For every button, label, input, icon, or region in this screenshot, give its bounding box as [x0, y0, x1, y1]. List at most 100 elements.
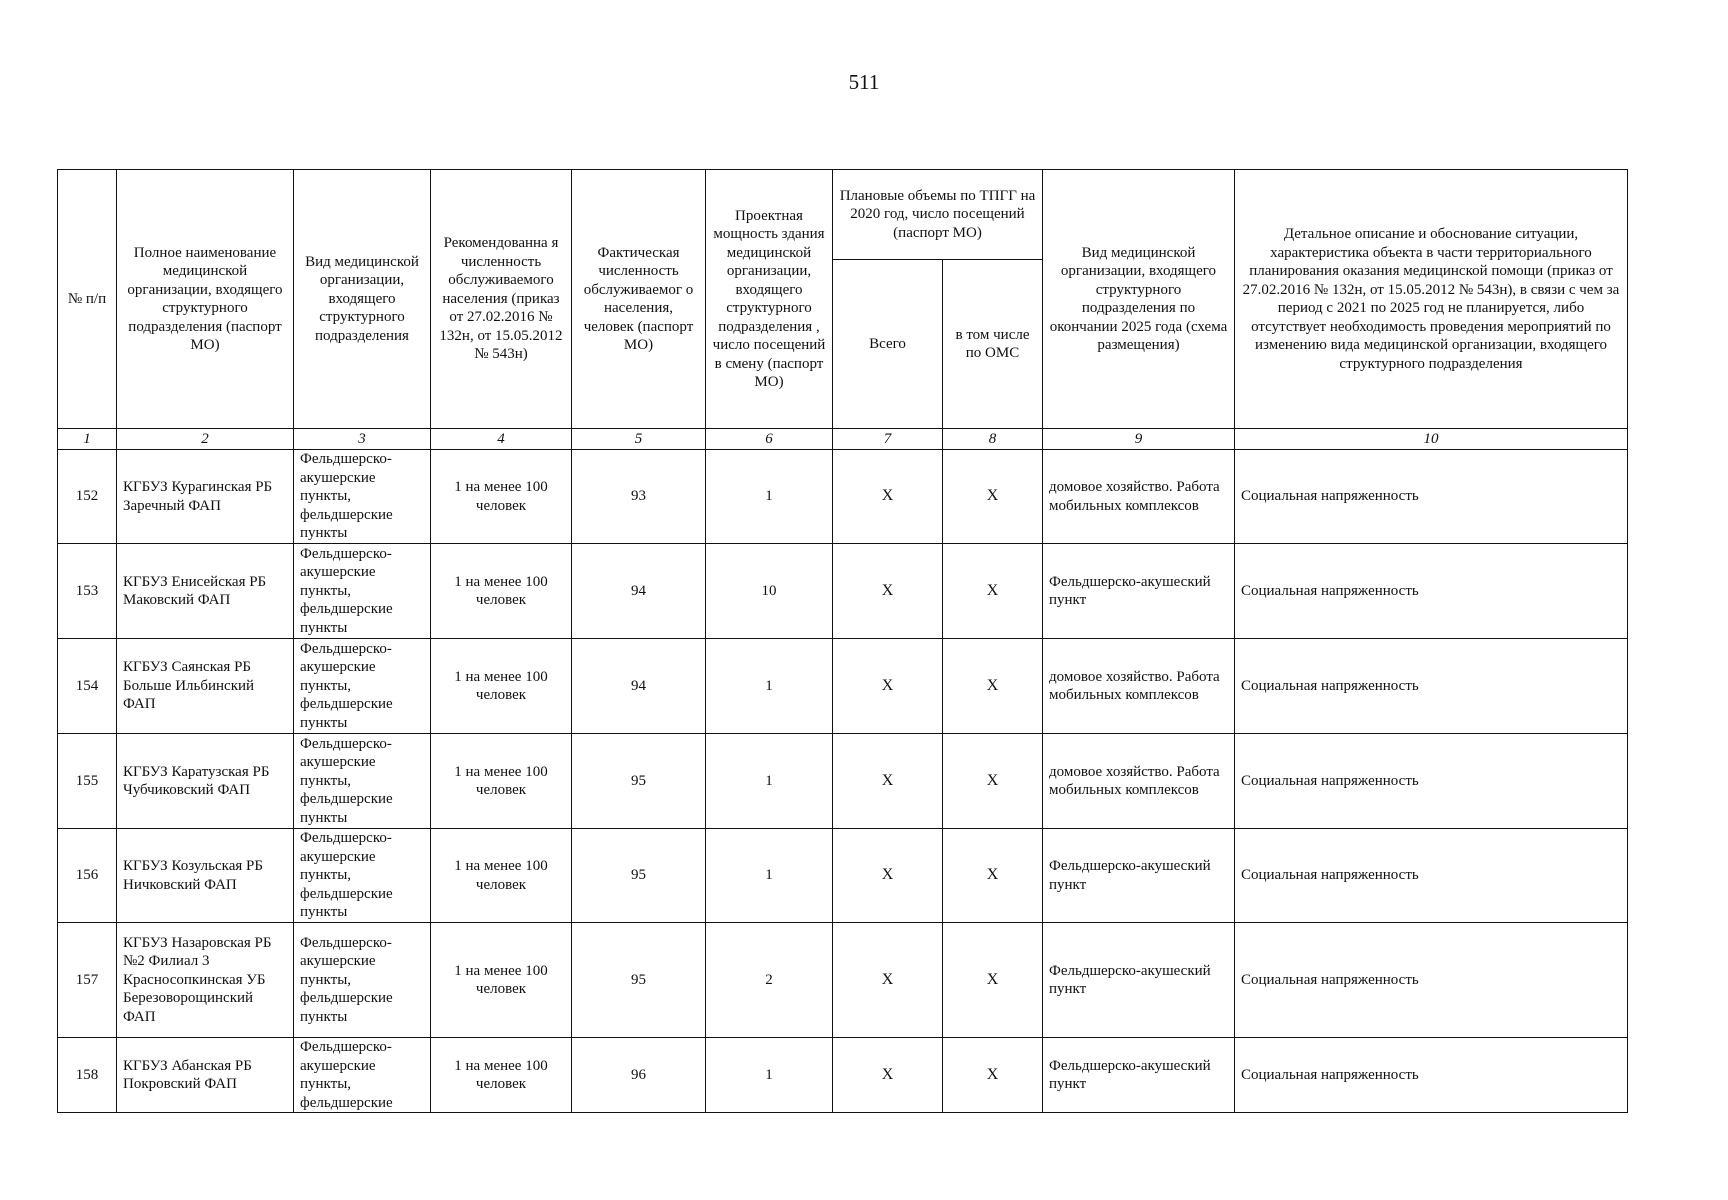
cell-text: Социальная напряженность	[1241, 971, 1419, 988]
cell-text: Фельдшерско-акушерские пункты, фельдшерс…	[300, 640, 393, 731]
cell-type: Фельдшерско-акушерские пункты, фельдшерс…	[293, 828, 431, 923]
cell-text: Фельдшерско-акушеский пункт	[1049, 962, 1211, 998]
cell-recommended: 1 на менее 100 человек	[430, 543, 572, 639]
cell-name: КГБУЗ Курагинская РБ Заречный ФАП	[116, 449, 294, 544]
cell-text: Социальная напряженность	[1241, 488, 1419, 505]
cell-text: 1 на менее 100 человек	[454, 962, 548, 998]
cell-text: X	[881, 676, 894, 694]
column-number: 5	[571, 428, 706, 450]
cell-total: X	[832, 543, 943, 639]
cell-text: КГБУЗ Саянская РБ Больше Ильбинский ФАП	[123, 659, 255, 713]
cell-text: X	[986, 487, 999, 505]
table-row: 153 КГБУЗ Енисейская РБ Маковский ФАП Фель…	[57, 543, 1628, 639]
cell-text: X	[986, 676, 999, 694]
cell-future: домовое хозяйство. Работа мобильных комп…	[1042, 638, 1235, 734]
cell-type: Фельдшерско-акушерские пункты, фельдшерс…	[293, 449, 431, 544]
cell-actual: 93	[571, 449, 706, 544]
cell-text: X	[881, 866, 894, 884]
cell-actual: 95	[571, 733, 706, 829]
cell-recommended: 1 на менее 100 человек	[430, 638, 572, 734]
cell-no: 154	[57, 638, 117, 734]
cell-total: X	[832, 1037, 943, 1113]
cell-text: 1 на менее 100 человек	[454, 1057, 548, 1093]
cell-text: Фельдшерско-акушерские пункты, фельдшерс…	[300, 934, 393, 1025]
cell-text: Фельдшерско-акушеский пункт	[1049, 858, 1211, 893]
cell-text: Фельдшерско-акушеский пункт	[1049, 573, 1211, 609]
cell-type: Фельдшерско-акушерские пункты, фельдшерс…	[293, 1037, 431, 1113]
cell-oms: X	[942, 638, 1043, 734]
table-row: 156 КГБУЗ Козульская РБ Ничковский ФАП Фел…	[57, 828, 1628, 923]
cell-actual: 94	[571, 638, 706, 734]
cell-type: Фельдшерско-акушерские пункты, фельдшерс…	[293, 543, 431, 639]
cell-text: Фельдшерско-акушерские пункты, фельдшерс…	[300, 451, 393, 542]
cell-capacity: 1	[705, 733, 833, 829]
cell-text: КГБУЗ Абанская РБ Покровский ФАП	[123, 1057, 252, 1093]
header-capacity: Проектная мощность здания медицинской ор…	[705, 169, 833, 429]
cell-text: КГБУЗ Назаровская РБ №2 Филиал 3 Краснос…	[123, 934, 272, 1025]
cell-reason: Социальная напряженность	[1234, 922, 1628, 1038]
cell-text: 153	[75, 582, 99, 599]
table-row: 154 КГБУЗ Саянская РБ Больше Ильбинский Ф…	[57, 638, 1628, 734]
cell-text: X	[881, 487, 894, 505]
cell-text: X	[881, 771, 894, 789]
cell-text: 1	[765, 677, 773, 694]
cell-recommended: 1 на менее 100 человек	[430, 922, 572, 1038]
cell-actual: 94	[571, 543, 706, 639]
cell-future: домовое хозяйство. Работа мобильных комп…	[1042, 733, 1235, 829]
cell-total: X	[832, 828, 943, 923]
cell-text: 158	[75, 1066, 99, 1083]
column-number: 4	[430, 428, 572, 450]
cell-text: КГБУЗ Курагинская РБ Заречный ФАП	[123, 479, 273, 514]
cell-reason: Социальная напряженность	[1234, 638, 1628, 734]
cell-total: X	[832, 922, 943, 1038]
cell-text: Фельдшерско-акушерские пункты, фельдшерс…	[300, 735, 393, 826]
cell-recommended: 1 на менее 100 человек	[430, 828, 572, 923]
cell-oms: X	[942, 449, 1043, 544]
cell-text: 2	[765, 971, 773, 988]
cell-actual: 95	[571, 922, 706, 1038]
cell-no: 157	[57, 922, 117, 1038]
cell-text: КГБУЗ Козульская РБ Ничковский ФАП	[123, 858, 263, 893]
cell-total: X	[832, 638, 943, 734]
column-number: 7	[832, 428, 943, 450]
cell-text: 1 на менее 100 человек	[454, 763, 548, 799]
cell-capacity: 2	[705, 922, 833, 1038]
cell-text: 1	[765, 488, 773, 505]
cell-text: X	[986, 1065, 999, 1083]
cell-text: Фельдшерско-акушерские пункты, фельдшерс…	[300, 545, 393, 636]
cell-text: 94	[631, 677, 646, 694]
column-number: 10	[1234, 428, 1628, 450]
column-numbers-row: 1 2 3 4 5 6 7 8 9 10	[57, 428, 1628, 450]
cell-no: 158	[57, 1037, 117, 1113]
cell-text: X	[986, 970, 999, 988]
column-number: 3	[293, 428, 431, 450]
cell-text: Социальная напряженность	[1241, 582, 1419, 599]
cell-text: домовое хозяйство. Работа мобильных комп…	[1049, 479, 1220, 514]
table-row: 157 КГБУЗ Назаровская РБ №2 Филиал 3 Крас…	[57, 922, 1628, 1038]
cell-name: КГБУЗ Козульская РБ Ничковский ФАП	[116, 828, 294, 923]
cell-actual: 95	[571, 828, 706, 923]
cell-type: Фельдшерско-акушерские пункты, фельдшерс…	[293, 733, 431, 829]
header-name: Полное наименование медицинской организа…	[116, 169, 294, 429]
cell-text: X	[986, 581, 999, 599]
cell-future: Фельдшерско-акушеский пункт	[1042, 828, 1235, 923]
cell-oms: X	[942, 733, 1043, 829]
cell-text: 1 на менее 100 человек	[454, 858, 548, 893]
header-actual: Фактическая численность обслуживаемог о …	[571, 169, 706, 429]
header-future-type: Вид медицинской организации, входящего с…	[1042, 169, 1235, 429]
cell-name: КГБУЗ Назаровская РБ №2 Филиал 3 Краснос…	[116, 922, 294, 1038]
cell-text: 157	[75, 971, 99, 988]
cell-text: 155	[75, 772, 99, 789]
header-recommended: Рекомендованна я численность обслуживаем…	[430, 169, 572, 429]
cell-reason: Социальная напряженность	[1234, 543, 1628, 639]
data-table: № п/п Полное наименование медицинской ор…	[57, 169, 1628, 1113]
cell-text: X	[986, 866, 999, 884]
cell-text: 154	[75, 677, 99, 694]
cell-text: Фельдшерско-акушерские пункты, фельдшерс…	[300, 830, 393, 921]
cell-reason: Социальная напряженность	[1234, 733, 1628, 829]
cell-name: КГБУЗ Енисейская РБ Маковский ФАП	[116, 543, 294, 639]
header-oms: в том числе по ОМС	[942, 259, 1043, 429]
cell-text: 95	[631, 772, 646, 789]
cell-no: 155	[57, 733, 117, 829]
column-number: 9	[1042, 428, 1235, 450]
